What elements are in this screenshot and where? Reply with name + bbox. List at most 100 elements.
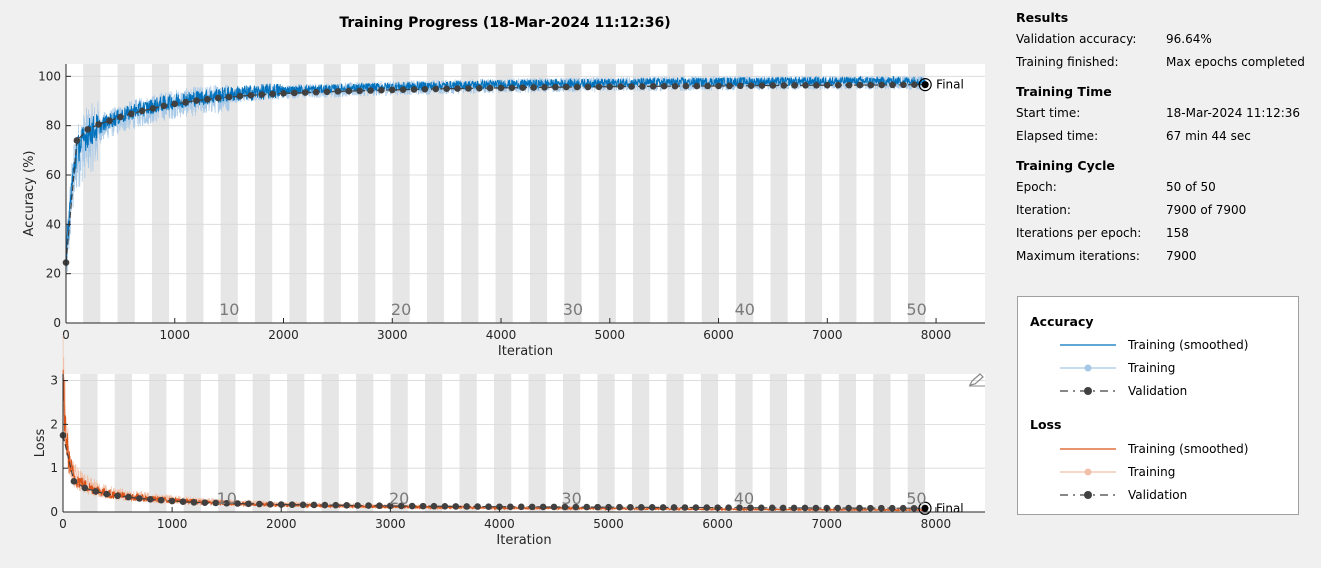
acc-validation-point (204, 95, 211, 103)
epoch-band (151, 64, 170, 323)
loss-validation-point (136, 495, 143, 502)
info-row: Elapsed time: 67 min 44 sec (1016, 125, 1316, 148)
x-tick-label: 3000 (377, 328, 408, 342)
epoch-band (149, 374, 167, 512)
loss-validation-point (343, 502, 350, 509)
acc-validation-point (639, 83, 646, 90)
legend: Accuracy Training (smoothed) Training Va… (1017, 296, 1299, 515)
epoch-band (564, 64, 582, 323)
epoch-band (495, 64, 513, 323)
epoch-band (907, 64, 926, 323)
x-tick-label: 7000 (812, 517, 843, 531)
loss-validation-point (681, 504, 689, 511)
epoch-band (769, 374, 788, 512)
acc-validation-point (193, 97, 200, 104)
loss-validation-point (878, 504, 885, 512)
acc-validation-point (519, 84, 527, 91)
final-marker (918, 78, 932, 92)
legend-label: Training (1128, 361, 1176, 375)
loss-validation-point (550, 503, 558, 511)
epoch-band (255, 64, 273, 323)
loss-validation-point (179, 498, 187, 506)
info-row: Maximum iterations: 7900 (1016, 245, 1316, 268)
loss-validation-point (747, 504, 754, 512)
final-marker-dot (921, 81, 929, 89)
epoch-band (289, 64, 307, 323)
legend-loss-training: Training (1060, 464, 1175, 480)
x-tick-label: 1000 (157, 517, 188, 531)
epoch-label: 20 (389, 489, 409, 508)
loss-validation-point (790, 504, 798, 512)
loss-validation-point (812, 504, 820, 512)
acc-validation-point (573, 83, 581, 91)
loss-validation-point (212, 499, 220, 507)
legend-label: Training (1128, 465, 1176, 479)
loss-validation-point (703, 504, 711, 511)
epoch-label: 30 (563, 300, 583, 319)
acc-validation-point (106, 117, 113, 125)
loss-validation-point (146, 495, 154, 503)
loss-validation-point (648, 504, 656, 511)
loss-validation-point (103, 490, 110, 498)
loss-validation-point (670, 504, 678, 511)
loss-validation-point (779, 504, 787, 512)
acc-validation-point (541, 84, 548, 91)
acc-validation-point (454, 85, 461, 92)
loss-validation-point (223, 499, 230, 507)
loss-validation-point (234, 500, 241, 507)
acc-validation-point (660, 82, 668, 90)
y-axis-label: Accuracy (%) (22, 151, 37, 237)
legend-label: Training (smoothed) (1128, 338, 1249, 352)
epoch-band (666, 374, 684, 512)
epoch-band (220, 64, 238, 323)
x-tick-label: 8000 (921, 328, 952, 342)
loss-validation-point (485, 503, 492, 510)
plot-area (63, 374, 985, 512)
loss-validation-point (888, 504, 896, 512)
loss-validation-point (616, 503, 623, 511)
acc-validation-point (780, 82, 788, 89)
acc-validation-point (291, 89, 298, 97)
acc-validation-point (356, 87, 363, 95)
loss-validation-point (725, 504, 732, 511)
acc-validation-point (323, 88, 331, 96)
legend-accuracy-heading: Accuracy (1030, 314, 1094, 329)
info-value: Max epochs completed (1166, 55, 1305, 69)
y-tick-label: 80 (46, 119, 61, 133)
epoch-band (186, 64, 204, 323)
epoch-band (838, 374, 857, 512)
y-tick-label: 1 (50, 461, 58, 475)
info-row: Training finished: Max epochs completed (1016, 51, 1316, 74)
acc-validation-point (736, 82, 744, 90)
info-key: Epoch: (1016, 180, 1057, 194)
loss-validation-point (845, 504, 852, 512)
x-tick-label: 0 (62, 328, 70, 342)
acc-validation-point (432, 85, 440, 93)
loss-validation-point (517, 503, 525, 511)
acc-validation-point (693, 82, 701, 90)
acc-validation-point (160, 102, 168, 110)
epoch-band (907, 374, 925, 512)
y-tick-label: 0 (50, 505, 58, 519)
loss-validation-point (376, 502, 383, 510)
legend-marker-icon (1060, 387, 1116, 395)
epoch-band (770, 64, 788, 323)
acc-validation-point (682, 82, 690, 90)
results-section: Results Validation accuracy: 96.64% Train… (1016, 8, 1316, 74)
acc-validation-point (911, 81, 918, 89)
loss-validation-point (659, 504, 667, 511)
acc-validation-point (747, 82, 755, 89)
epoch-band (287, 374, 305, 512)
loss-validation-point (856, 504, 863, 512)
loss-validation-point (758, 504, 765, 512)
loss-validation-point (474, 503, 481, 510)
loss-validation-point (463, 503, 471, 510)
edit-axes-icon[interactable] (968, 373, 986, 387)
loss-validation-point (168, 497, 176, 505)
acc-validation-point (345, 87, 353, 95)
legend-loss-validation: Validation (1060, 487, 1187, 503)
y-tick-label: 100 (38, 69, 61, 83)
epoch-band (392, 64, 410, 323)
x-tick-label: 0 (59, 517, 67, 531)
